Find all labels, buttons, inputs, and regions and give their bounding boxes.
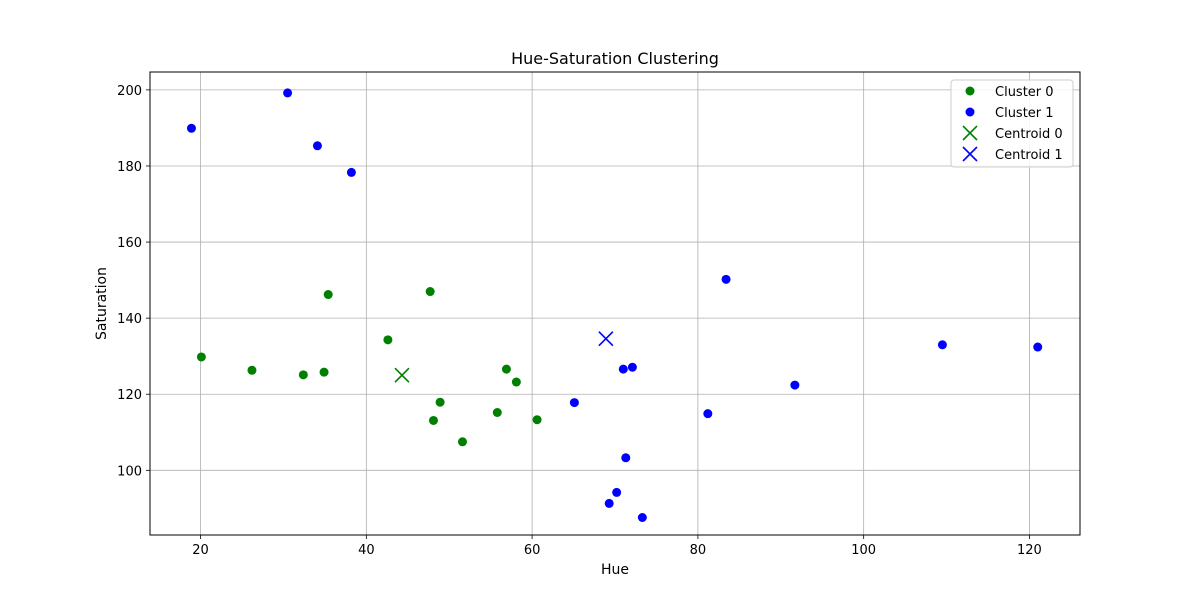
data-point (621, 453, 631, 463)
data-point (501, 364, 511, 374)
data-point (637, 512, 647, 522)
x-tick-label: 40 (358, 543, 375, 558)
data-point (383, 335, 393, 345)
data-point (312, 141, 322, 151)
legend-label: Centroid 0 (995, 127, 1063, 142)
data-point (721, 274, 731, 284)
data-point (247, 365, 257, 375)
axis-ticks: 20 40 60 80 100 120 100 120 140 160 180 200 (117, 84, 1042, 558)
data-point (196, 352, 206, 362)
data-point (703, 409, 713, 419)
x-tick-label: 60 (524, 543, 541, 558)
legend-marker (965, 86, 975, 96)
data-point (283, 88, 293, 98)
data-points (186, 88, 1043, 522)
grid-lines (150, 72, 1080, 535)
data-point (604, 498, 614, 508)
legend-label: Cluster 1 (995, 106, 1054, 121)
data-point (618, 364, 628, 374)
legend-label: Centroid 1 (995, 148, 1063, 163)
data-point (612, 487, 622, 497)
data-point (428, 415, 438, 425)
y-axis-label: Saturation (94, 267, 110, 340)
data-point (319, 367, 329, 377)
data-point (1033, 342, 1043, 352)
data-point (346, 167, 356, 177)
y-tick-label: 140 (117, 312, 142, 327)
data-point (425, 287, 435, 297)
y-tick-label: 160 (117, 236, 142, 251)
data-point (457, 437, 467, 447)
data-point (569, 398, 579, 408)
y-tick-label: 200 (117, 84, 142, 99)
legend-marker (965, 107, 975, 117)
data-point (790, 380, 800, 390)
x-axis-label: Hue (601, 562, 629, 578)
legend: Cluster 0 Cluster 1 Centroid 0 Centroid 1 (950, 79, 1074, 168)
chart-title: Hue-Saturation Clustering (511, 49, 719, 68)
y-tick-label: 120 (117, 388, 142, 403)
data-point (323, 290, 333, 300)
centroid-marker (598, 331, 614, 347)
data-point (492, 407, 502, 417)
legend-label: Cluster 0 (995, 85, 1054, 100)
data-point (532, 415, 542, 425)
x-tick-label: 20 (192, 543, 209, 558)
x-tick-label: 120 (1017, 543, 1042, 558)
data-point (298, 370, 308, 380)
legend-marker (962, 125, 978, 141)
data-point (627, 362, 637, 372)
x-tick-label: 80 (690, 543, 707, 558)
legend-box (950, 79, 1074, 168)
x-tick-label: 100 (851, 543, 876, 558)
plot-area-frame (149, 71, 1081, 536)
data-point (511, 377, 521, 387)
legend-marker (962, 146, 978, 162)
centroid-marker (394, 367, 410, 383)
y-tick-label: 100 (117, 464, 142, 479)
data-point (186, 123, 196, 133)
data-point (937, 340, 947, 350)
data-point (435, 397, 445, 407)
y-tick-label: 180 (117, 160, 142, 175)
